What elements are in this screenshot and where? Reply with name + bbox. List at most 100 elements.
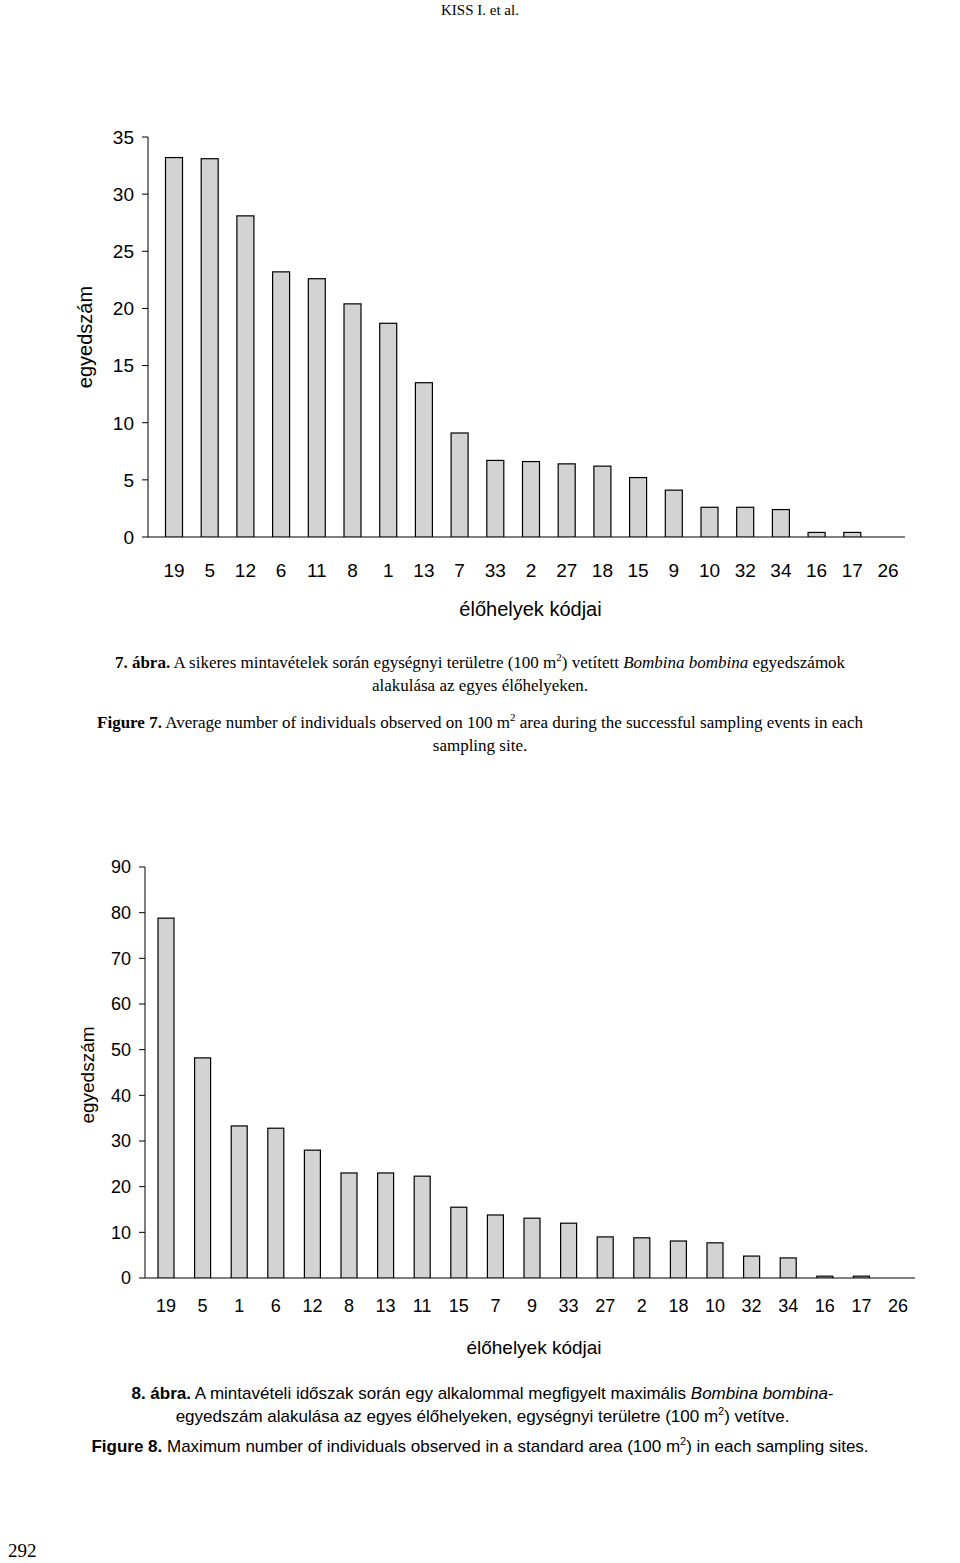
caption-run: Maximum number of individuals observed i… — [162, 1437, 680, 1456]
y-tick-label: 10 — [111, 1223, 131, 1243]
bar — [166, 158, 183, 537]
bar — [737, 507, 754, 537]
x-tick-label: 13 — [413, 560, 434, 581]
y-tick — [139, 1049, 145, 1050]
y-axis-title: egyedszám — [77, 1026, 98, 1123]
y-tick-label: 10 — [113, 413, 134, 434]
y-tick-label: 60 — [111, 994, 131, 1014]
caption-run: Figure 8. — [91, 1437, 162, 1456]
bar — [707, 1243, 723, 1278]
figure-caption: Figure 7. Average number of individuals … — [95, 711, 865, 757]
caption-run: Average number of individuals observed o… — [162, 713, 510, 732]
x-tick-label: 6 — [271, 1296, 281, 1316]
y-tick — [139, 1141, 145, 1142]
bar — [844, 532, 861, 537]
x-tick-label: 17 — [842, 560, 863, 581]
bar — [380, 323, 397, 537]
bar — [414, 1176, 430, 1278]
y-tick-label: 30 — [111, 1131, 131, 1151]
x-tick-label: 32 — [735, 560, 756, 581]
bar — [780, 1258, 796, 1278]
y-tick-label: 0 — [123, 527, 134, 548]
x-tick-label: 18 — [592, 560, 613, 581]
y-tick-label: 35 — [113, 127, 134, 148]
x-tick-label: 34 — [770, 560, 792, 581]
y-tick — [139, 867, 145, 868]
bars — [166, 158, 861, 537]
x-tick-label: 26 — [877, 560, 898, 581]
x-axis-title: élőhelyek kódjai — [459, 598, 601, 620]
x-tick-label: 33 — [485, 560, 506, 581]
caption-run: 2 — [680, 1435, 686, 1447]
y-tick — [139, 1186, 145, 1187]
bar — [853, 1276, 869, 1278]
bar — [890, 1277, 906, 1278]
caption-run: 2 — [718, 1405, 724, 1417]
y-axis-title: egyedszám — [74, 286, 96, 388]
bar — [594, 466, 611, 537]
bar — [304, 1150, 320, 1278]
x-tick-label: 5 — [204, 560, 215, 581]
caption-run: ) vetített — [562, 653, 623, 672]
bar — [273, 272, 290, 537]
x-tick-label: 7 — [490, 1296, 500, 1316]
y-tick — [142, 137, 148, 138]
y-tick-label: 15 — [113, 355, 134, 376]
bar — [670, 1241, 686, 1278]
y-tick-label: 5 — [123, 470, 134, 491]
y-tick-label: 50 — [111, 1040, 131, 1060]
x-tick-label: 27 — [556, 560, 577, 581]
y-tick — [139, 1232, 145, 1233]
x-tick-label: 17 — [851, 1296, 871, 1316]
x-tick-label: 15 — [449, 1296, 469, 1316]
x-tick-label: 10 — [705, 1296, 725, 1316]
y-tick — [139, 912, 145, 913]
y-tick — [139, 1278, 145, 1279]
x-tick-label: 8 — [344, 1296, 354, 1316]
caption-run: 7. ábra. — [115, 653, 170, 672]
bars — [158, 918, 869, 1278]
y-tick-label: 70 — [111, 949, 131, 969]
y-tick — [139, 958, 145, 959]
x-tick-label: 13 — [376, 1296, 396, 1316]
running-header: KISS I. et al. — [0, 2, 960, 19]
x-tick-label: 9 — [527, 1296, 537, 1316]
bar-chart: 0102030405060708090195161281311157933272… — [77, 857, 915, 1358]
page-number: 292 — [8, 1540, 37, 1562]
y-tick-label: 40 — [111, 1086, 131, 1106]
bar — [817, 1276, 833, 1278]
bar — [880, 536, 897, 537]
bar — [341, 1173, 357, 1278]
x-tick-label: 9 — [669, 560, 680, 581]
x-axis-title: élőhelyek kódjai — [466, 1337, 601, 1358]
x-tick-label: 10 — [699, 560, 720, 581]
y-tick-label: 25 — [113, 241, 134, 262]
x-tick-label: 2 — [526, 560, 537, 581]
bar-chart: 0510152025303519512611811373322718159103… — [74, 127, 905, 620]
bar — [487, 1215, 503, 1278]
x-tick-label: 27 — [595, 1296, 615, 1316]
x-tick-label: 12 — [302, 1296, 322, 1316]
caption-run: 2 — [556, 651, 562, 663]
caption-run: A sikeres mintavételek során egységnyi t… — [170, 653, 556, 672]
x-tick-label: 16 — [815, 1296, 835, 1316]
bar — [451, 1207, 467, 1278]
bar — [524, 1218, 540, 1278]
x-tick-label: 1 — [383, 560, 394, 581]
bar — [597, 1237, 613, 1278]
x-tick-label: 16 — [806, 560, 827, 581]
x-tick-label: 11 — [413, 1296, 432, 1316]
bar — [634, 1238, 650, 1278]
caption-run: Bombina bombina — [623, 653, 748, 672]
figure-caption: 8. ábra. A mintavételi időszak során egy… — [95, 1382, 870, 1428]
y-tick — [139, 1004, 145, 1005]
bar — [201, 159, 218, 537]
caption-run: Figure 7. — [97, 713, 162, 732]
bar — [378, 1173, 394, 1278]
bar — [415, 383, 432, 537]
bar — [308, 279, 325, 537]
bar — [231, 1126, 247, 1278]
figure-caption: Figure 8. Maximum number of individuals … — [30, 1435, 930, 1458]
x-tick-label: 15 — [628, 560, 649, 581]
caption-run: 2 — [510, 711, 516, 723]
